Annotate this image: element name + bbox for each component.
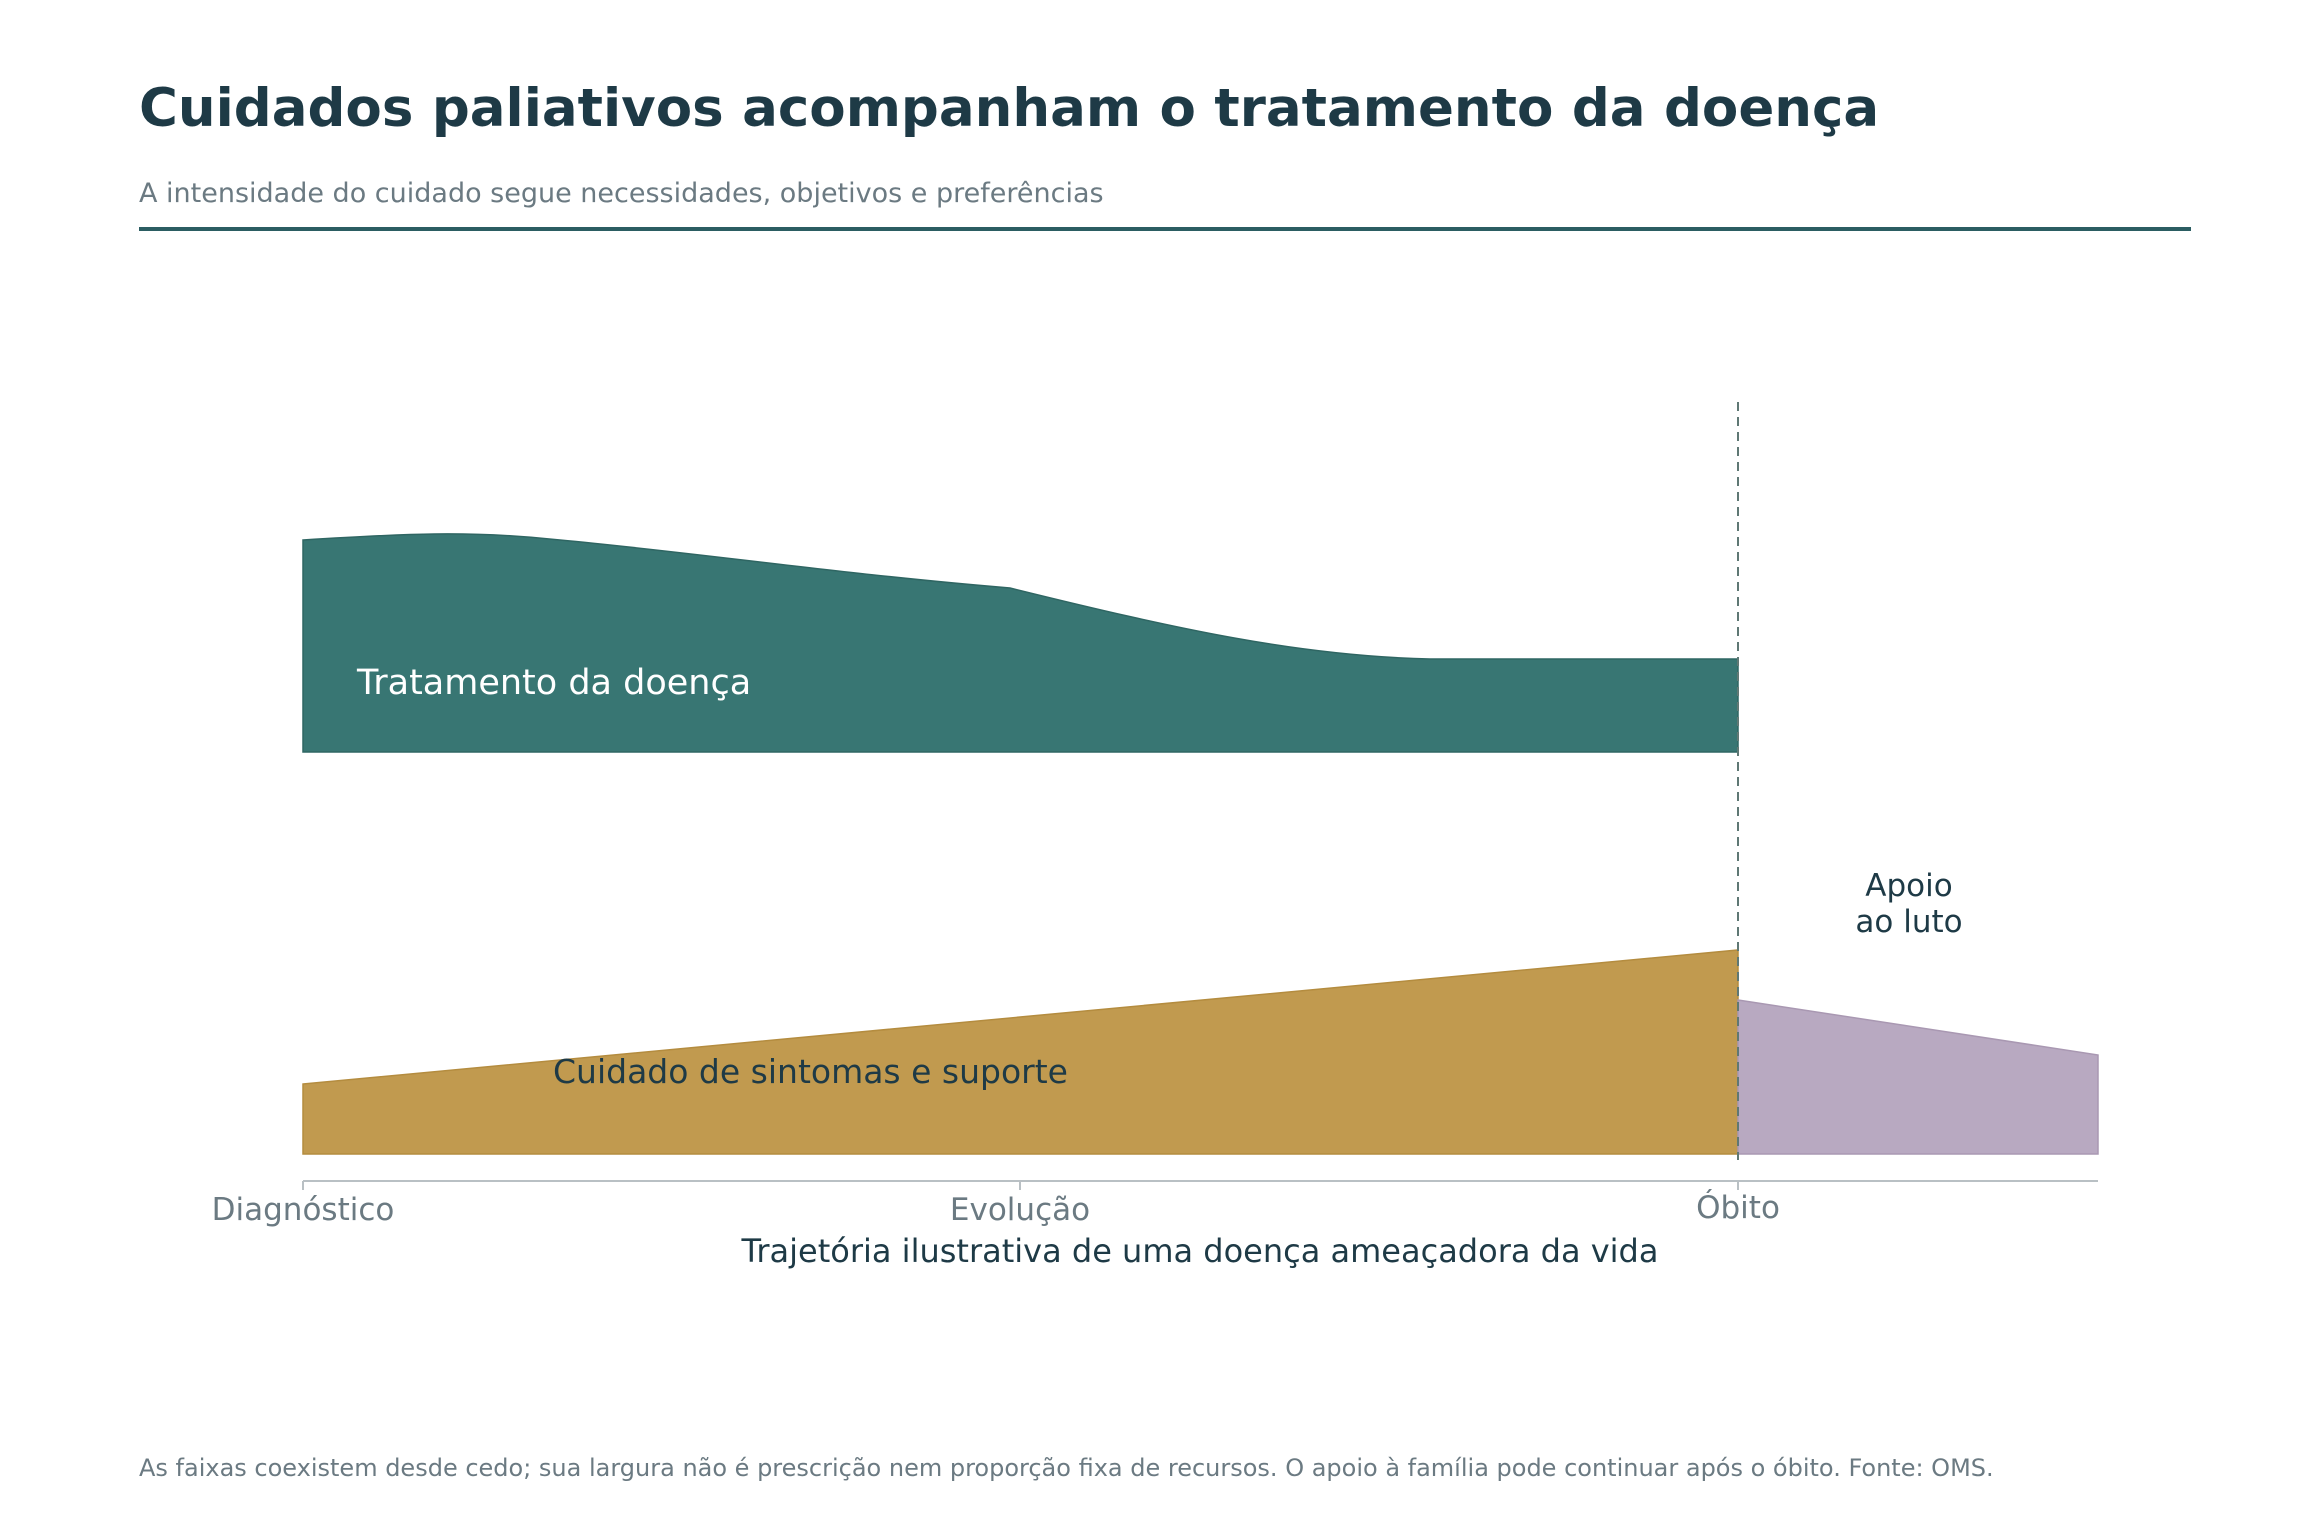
disease-treatment-band	[302, 533, 1739, 753]
title-divider	[139, 227, 2191, 231]
page-title: Cuidados paliativos acompanham o tratame…	[139, 78, 1880, 139]
x-tick-label-obito: Óbito	[1696, 1189, 1780, 1226]
bereavement-label-line2: ao luto	[1855, 904, 1962, 940]
footnote: As faixas coexistem desde cedo; sua larg…	[139, 1454, 1994, 1482]
x-tick-label-diagnostico: Diagnóstico	[212, 1192, 395, 1228]
x-tick-label-evolucao: Evolução	[950, 1192, 1090, 1228]
x-axis-title: Trajetória ilustrativa de uma doença ame…	[741, 1232, 1659, 1270]
bereavement-label-line1: Apoio	[1865, 868, 1952, 904]
page-subtitle: A intensidade do cuidado segue necessida…	[139, 178, 1104, 209]
treatment-band-label: Tratamento da doença	[356, 663, 751, 703]
bereavement-support-band	[1737, 999, 2099, 1155]
palliative-band-label: Cuidado de sintomas e suporte	[553, 1052, 1068, 1091]
